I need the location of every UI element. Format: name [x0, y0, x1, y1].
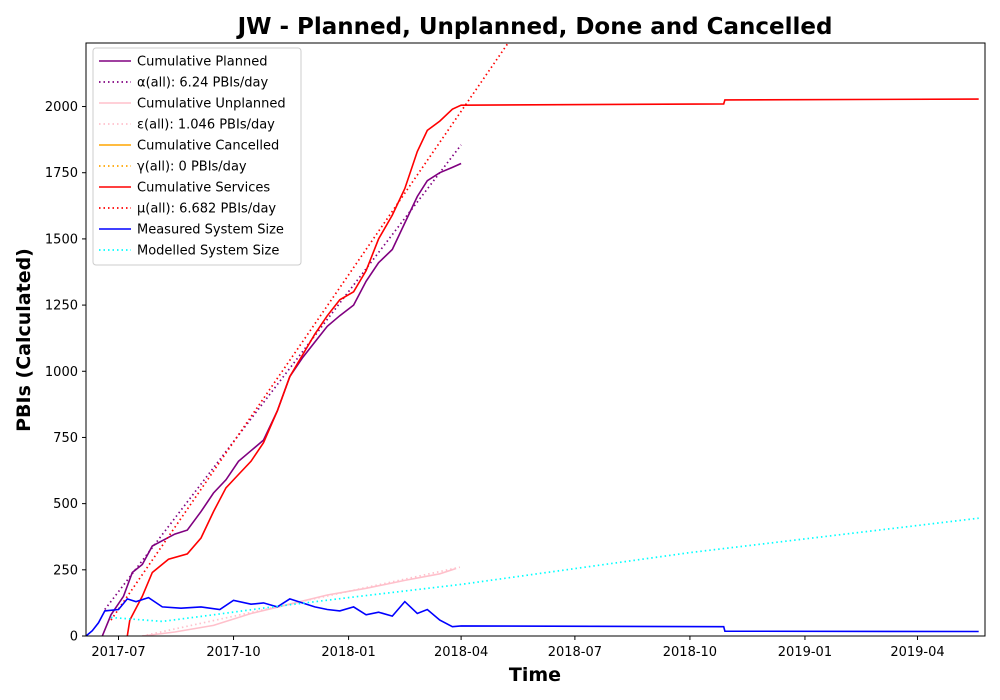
plot-frame: [85, 42, 986, 637]
series-line-6: [126, 98, 979, 636]
y-tick-label: 500: [53, 497, 78, 512]
x-tick-label: 2017-10: [206, 645, 260, 660]
legend-box: [92, 47, 302, 266]
legend-label: ε(all): 1.046 PBIs/day: [137, 118, 275, 133]
legend-label: Modelled System Size: [137, 244, 279, 259]
x-tick-label: 2018-10: [663, 645, 717, 660]
legend-label: α(all): 6.24 PBIs/day: [137, 76, 268, 91]
y-tick-label: 0: [70, 630, 78, 645]
series-line-9: [110, 517, 979, 623]
legend-label: Measured System Size: [137, 223, 284, 238]
chart-title: JW - Planned, Unplanned, Done and Cancel…: [236, 14, 833, 40]
x-tick-label: 2017-07: [91, 645, 145, 660]
y-tick-label: 1250: [45, 299, 78, 314]
x-tick-label: 2018-07: [548, 645, 602, 660]
series-line-3: [142, 566, 461, 636]
series-layer: [86, 43, 979, 636]
series-line-1: [104, 144, 462, 611]
series-line-7: [110, 43, 510, 621]
series-line-2: [142, 567, 457, 636]
x-tick-label: 2019-01: [778, 645, 832, 660]
legend: Cumulative Planned α(all): 6.24 PBIs/day C…: [92, 47, 302, 266]
y-tick-label: 1750: [45, 166, 78, 181]
y-axis-label: PBIs (Calculated): [13, 248, 35, 432]
y-tick-label: 1500: [45, 232, 78, 247]
legend-label: γ(all): 0 PBIs/day: [137, 160, 247, 175]
y-tick-label: 250: [53, 563, 78, 578]
x-tick-label: 2018-04: [434, 645, 488, 660]
legend-label: Cumulative Unplanned: [137, 97, 286, 112]
y-tick-label: 750: [53, 431, 78, 446]
tick-layer: 0 250 500 750 1000 1250 1500 1750 2000 2017-07 201…: [45, 100, 945, 660]
y-tick-label: 1000: [45, 365, 78, 380]
y-tick-label: 2000: [45, 100, 78, 115]
legend-label: μ(all): 6.682 PBIs/day: [137, 202, 276, 217]
legend-label: Cumulative Planned: [137, 55, 267, 70]
x-axis-label: Time: [509, 664, 561, 686]
legend-label: Cumulative Cancelled: [137, 139, 279, 154]
series-line-8: [86, 596, 979, 636]
x-tick-label: 2019-04: [890, 645, 944, 660]
legend-label: Cumulative Services: [137, 181, 270, 196]
x-tick-label: 2018-01: [321, 645, 375, 660]
